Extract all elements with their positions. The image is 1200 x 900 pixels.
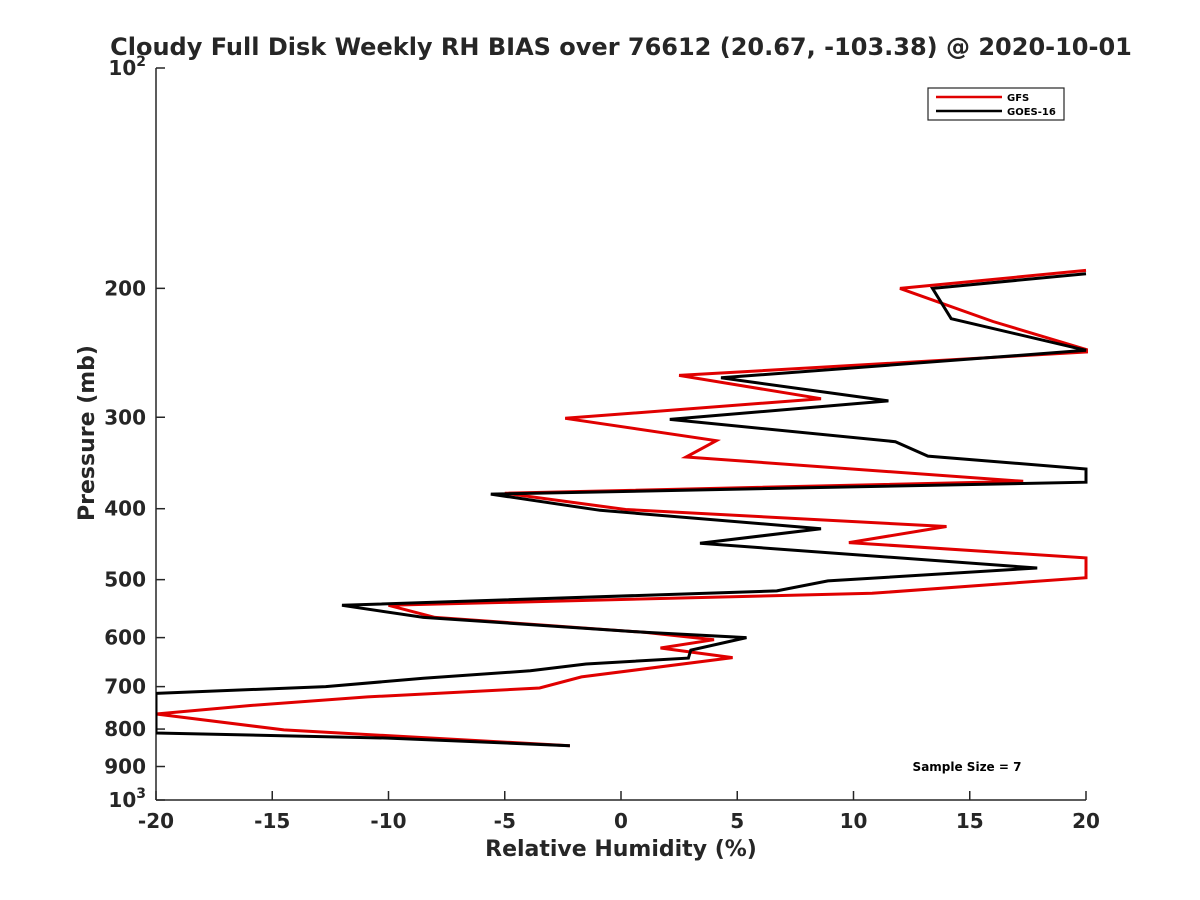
- x-tick-label: 20: [1072, 809, 1100, 833]
- y-tick-label: 600: [104, 626, 146, 650]
- legend-label-goes16: GOES-16: [1007, 107, 1056, 118]
- y-tick-label: 500: [104, 568, 146, 592]
- series-line-gfs: [156, 268, 1088, 748]
- y-tick-label: 400: [104, 497, 146, 521]
- plot-area: -20 -15 -10 -5 0 5 10 15 20102200300400500600700…: [104, 54, 1100, 833]
- legend: GFS GOES-16: [927, 87, 1065, 121]
- x-tick-label: 15: [956, 809, 984, 833]
- x-tick-label: 5: [730, 809, 744, 833]
- x-tick-label: -5: [494, 809, 516, 833]
- y-tick-label: 300: [104, 405, 146, 429]
- x-tick-label: -20: [138, 809, 174, 833]
- legend-box: [927, 87, 1065, 121]
- y-tick-label: 700: [104, 675, 146, 699]
- x-tick-label: 10: [840, 809, 868, 833]
- y-tick-label: 200: [104, 276, 146, 300]
- x-tick-label: -15: [254, 809, 290, 833]
- y-tick-label: 900: [104, 755, 146, 779]
- y-tick-label: 800: [104, 717, 146, 741]
- x-tick-label: -10: [370, 809, 406, 833]
- chart-title: Cloudy Full Disk Weekly RH BIAS over 766…: [110, 33, 1132, 61]
- series-line-goes16: [156, 272, 1088, 748]
- x-tick-label: 0: [614, 809, 628, 833]
- x-axis-label: Relative Humidity (%): [485, 837, 757, 862]
- legend-label-gfs: GFS: [1007, 93, 1029, 104]
- sample-size-annotation: Sample Size = 7: [913, 760, 1022, 774]
- y-axis-label: Pressure (mb): [75, 345, 100, 521]
